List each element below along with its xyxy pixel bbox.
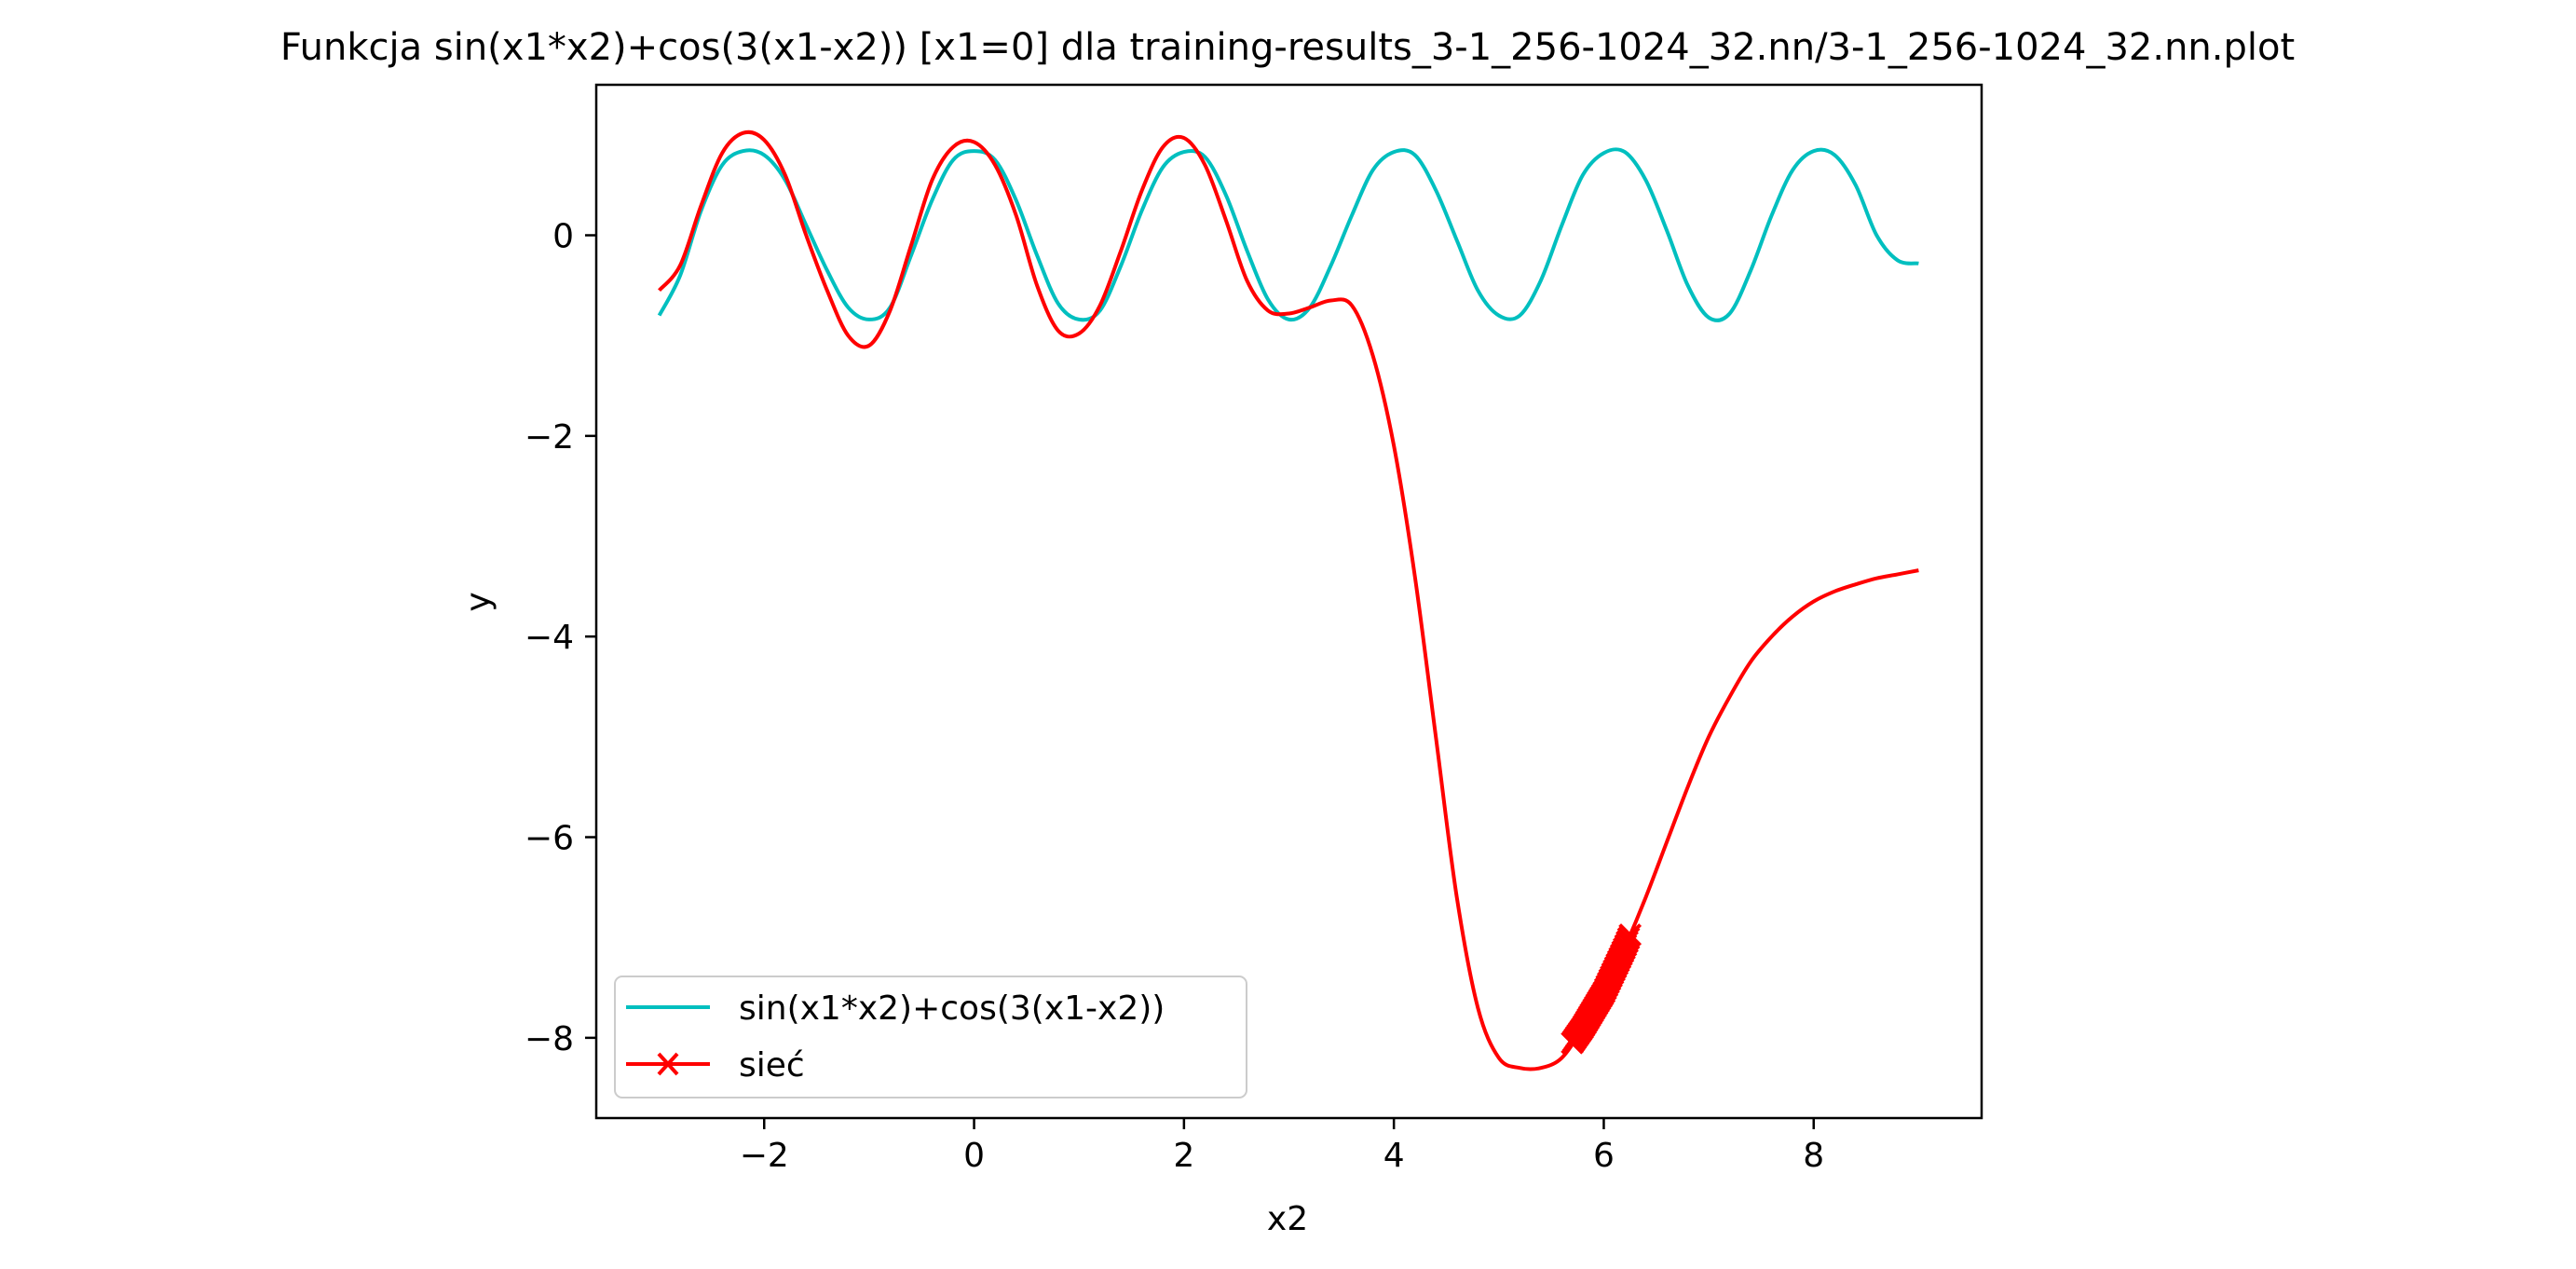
legend-label-series-1: sin(x1*x2)+cos(3(x1-x2)) (739, 989, 1165, 1028)
legend: sin(x1*x2)+cos(3(x1-x2)) sieć (614, 976, 1247, 1098)
series-2-markers (1561, 923, 1642, 1055)
axes-frame (594, 83, 1983, 1120)
y-axis-label: y (459, 592, 497, 611)
y-tick-label: −6 (525, 820, 574, 858)
x-tick-label: 4 (1383, 1137, 1405, 1175)
x-tick-label: 8 (1803, 1137, 1824, 1175)
y-tick-label: −4 (525, 619, 574, 657)
x-tick-label: −2 (740, 1137, 789, 1175)
chart-title: Funkcja sin(x1*x2)+cos(3(x1-x2)) [x1=0] … (280, 26, 2295, 69)
y-tick-label: −8 (525, 1020, 574, 1058)
x-axis-label: x2 (1267, 1200, 1308, 1238)
y-tick-label: 0 (552, 218, 574, 256)
series-line-2 (658, 130, 1919, 1071)
axes: −2 0 2 4 6 8 0 −2 −4 −6 −8 (525, 83, 1983, 1175)
series-line-1 (657, 147, 1919, 322)
y-tick-label: −2 (525, 418, 574, 457)
legend-label-series-2: sieć (739, 1046, 805, 1085)
x-tick-label: 0 (963, 1137, 985, 1175)
legend-box (614, 976, 1247, 1098)
series-2-marker (1618, 923, 1642, 947)
x-tick-label: 2 (1173, 1137, 1194, 1175)
plot-area (657, 130, 1919, 1071)
legend-marker-series-2 (657, 1052, 679, 1076)
x-tick-label: 6 (1593, 1137, 1615, 1175)
